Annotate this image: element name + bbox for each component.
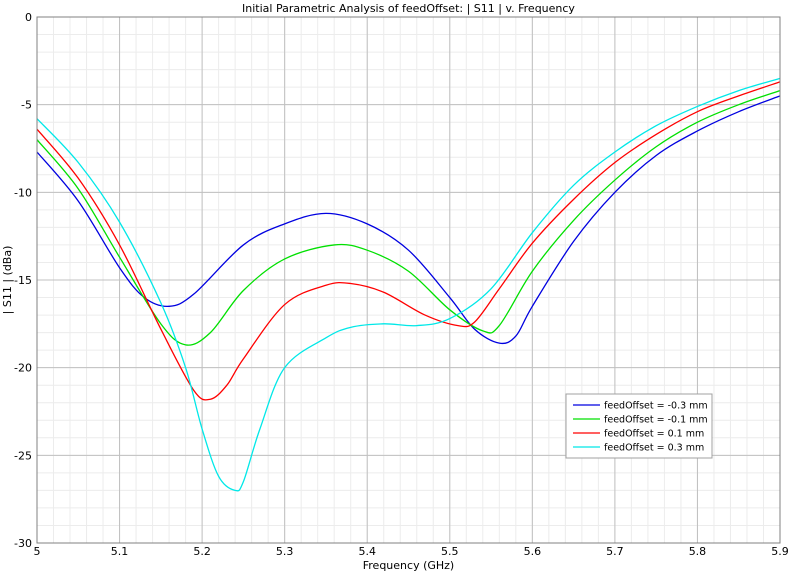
y-tick-label: -30 <box>14 537 32 550</box>
x-tick-label: 5.4 <box>358 545 376 558</box>
x-tick-label: 5.8 <box>689 545 707 558</box>
legend-entry: feedOffset = 0.3 mm <box>604 443 704 454</box>
chart-title: Initial Parametric Analysis of feedOffse… <box>242 2 575 15</box>
plot-border <box>36 16 781 544</box>
x-axis-label: Frequency (GHz) <box>363 559 454 572</box>
x-tick-label: 5.2 <box>193 545 211 558</box>
x-tick-label: 5.1 <box>111 545 129 558</box>
series-line-1 <box>36 95 781 345</box>
y-tick-label: -20 <box>14 362 32 375</box>
x-tick-labels: 5 5.1 5.2 5.3 5.4 5.5 5.6 5.7 5.8 5.9 <box>34 545 789 558</box>
legend-entry: feedOffset = -0.1 mm <box>604 415 708 426</box>
series-line-2 <box>36 90 781 346</box>
y-tick-label: -10 <box>14 186 32 199</box>
legend: feedOffset = -0.3 mm feedOffset = -0.1 mm… <box>565 393 713 459</box>
y-tick-label: -5 <box>21 99 32 112</box>
x-tick-label: 5.7 <box>606 545 624 558</box>
legend-entry: feedOffset = 0.1 mm <box>604 429 704 440</box>
y-tick-label: -15 <box>14 274 32 287</box>
x-tick-label: 5 <box>34 545 41 558</box>
x-tick-label: 5.5 <box>441 545 459 558</box>
series-lines <box>36 77 781 492</box>
series-line-4 <box>36 77 781 492</box>
x-tick-label: 5.6 <box>524 545 542 558</box>
y-tick-label: -25 <box>14 449 32 462</box>
y-axis-label: | S11 | (dBa) <box>1 246 14 315</box>
series-line-3 <box>36 81 781 401</box>
x-tick-label: 5.9 <box>771 545 789 558</box>
y-tick-label: 0 <box>25 11 32 24</box>
legend-entry: feedOffset = -0.3 mm <box>604 401 708 412</box>
x-tick-label: 5.3 <box>276 545 294 558</box>
y-tick-labels: 0 -5 -10 -15 -20 -25 -30 <box>14 11 32 550</box>
